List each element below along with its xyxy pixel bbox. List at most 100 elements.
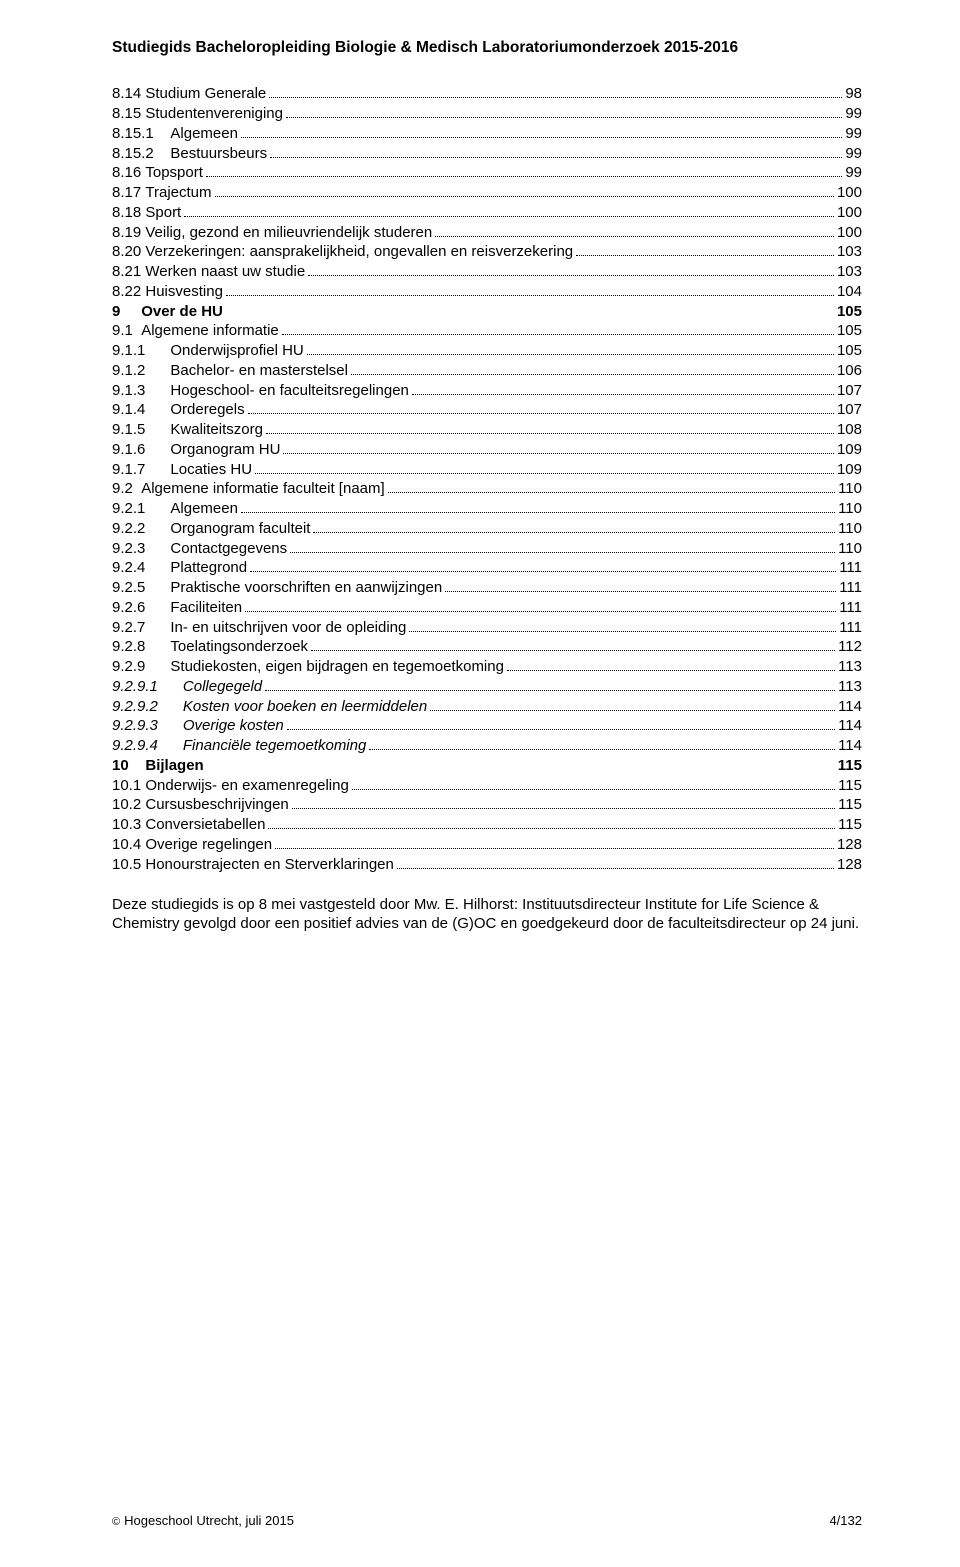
toc-page: 100 [837,224,862,243]
toc-page: 109 [837,441,862,460]
toc-label: Faciliteiten [170,599,242,618]
toc-number: 9.1.4 [112,401,145,420]
toc-page: 98 [845,85,862,104]
toc-entry: 9.1.3 Hogeschool- en faculteitsregelinge… [112,382,862,401]
toc-number: 10.4 [112,836,141,855]
toc-label: Hogeschool- en faculteitsregelingen [170,382,408,401]
toc-entry: 9.2.1 Algemeen110 [112,500,862,519]
toc-label: Algemeen [170,125,238,144]
toc-label: Algemeen [170,500,238,519]
toc-entry: 9.1.6 Organogram HU109 [112,441,862,460]
toc-number: 10.5 [112,856,141,875]
toc-label: Studiekosten, eigen bijdragen en tegemoe… [170,658,504,677]
toc-entry: 9.2.7 In- en uitschrijven voor de opleid… [112,619,862,638]
toc-label: Bachelor- en masterstelsel [170,362,348,381]
toc-page: 128 [837,856,862,875]
toc-page: 115 [838,777,862,796]
toc-number: 9.2.8 [112,638,145,657]
toc-page: 104 [837,283,862,302]
closing-paragraph: Deze studiegids is op 8 mei vastgesteld … [112,896,862,934]
toc-page: 114 [838,737,862,756]
toc-number: 9.2.7 [112,619,145,638]
toc-page: 110 [838,540,862,559]
toc-label: Verzekeringen: aansprakelijkheid, ongeva… [145,243,573,262]
toc-label: Werken naast uw studie [145,263,305,282]
toc-number: 9.2.9.1 [112,678,158,697]
copyright: © Hogeschool Utrecht, juli 2015 [112,1513,294,1529]
toc-page: 113 [838,658,862,677]
toc-entry: 8.22 Huisvesting104 [112,283,862,302]
toc-entry: 9.1 Algemene informatie105 [112,322,862,341]
toc-entry: 10 Bijlagen 115 [112,757,862,776]
toc-label: Cursusbeschrijvingen [145,796,288,815]
toc-entry: 9.2.9.4 Financiële tegemoetkoming114 [112,737,862,756]
toc-entry: 9.1.7 Locaties HU109 [112,461,862,480]
toc-page: 108 [837,421,862,440]
toc-number: 9.1.5 [112,421,145,440]
toc-label: Studium Generale [145,85,266,104]
toc-number: 9.1 [112,322,133,341]
toc-label: Organogram HU [170,441,280,460]
toc-label: Over de HU [141,303,223,322]
toc-entry: 8.21 Werken naast uw studie103 [112,263,862,282]
toc-page: 115 [838,816,862,835]
toc-entry: 8.14 Studium Generale 98 [112,85,862,104]
toc-page: 114 [838,698,862,717]
toc-number: 9.1.2 [112,362,145,381]
toc-label: Algemene informatie faculteit [naam] [141,480,384,499]
toc-label: Veilig, gezond en milieuvriendelijk stud… [145,224,432,243]
toc-number: 8.22 [112,283,141,302]
toc-page: 105 [837,342,862,361]
toc-number: 9.2.4 [112,559,145,578]
toc-label: Kwaliteitszorg [170,421,263,440]
toc-number: 10 [112,757,129,776]
toc-number: 9.2.9.2 [112,698,158,717]
toc-page: 109 [837,461,862,480]
toc-label: Bijlagen [145,757,203,776]
toc-label: Honourstrajecten en Sterverklaringen [145,856,393,875]
toc-label: Trajectum [145,184,211,203]
toc-number: 9.2.2 [112,520,145,539]
toc-page: 99 [845,125,862,144]
toc-number: 9 [112,303,120,322]
toc-label: Financiële tegemoetkoming [183,737,366,756]
toc-page: 128 [837,836,862,855]
toc-number: 8.18 [112,204,141,223]
toc-label: Praktische voorschriften en aanwijzingen [170,579,442,598]
toc-page: 99 [845,145,862,164]
toc-entry: 8.16 Topsport99 [112,164,862,183]
toc-entry: 8.15.1 Algemeen 99 [112,125,862,144]
toc-number: 10.1 [112,777,141,796]
toc-number: 8.15.1 [112,125,154,144]
copyright-icon: © [112,1516,120,1530]
toc-label: Overige kosten [183,717,284,736]
toc-entry: 8.20 Verzekeringen: aansprakelijkheid, o… [112,243,862,262]
toc-number: 8.21 [112,263,141,282]
toc-page: 105 [837,303,862,322]
toc-entry: 10.5 Honourstrajecten en Sterverklaringe… [112,856,862,875]
toc-label: Toelatingsonderzoek [170,638,308,657]
toc-page: 107 [837,382,862,401]
toc-label: Orderegels [170,401,244,420]
toc-entry: 8.15.2 Bestuursbeurs99 [112,145,862,164]
toc-entry: 9.2.2 Organogram faculteit110 [112,520,862,539]
toc-entry: 9.2.9 Studiekosten, eigen bijdragen en t… [112,658,862,677]
toc-number: 9.2.5 [112,579,145,598]
page: Studiegids Bacheloropleiding Biologie & … [0,0,960,1567]
toc-number: 8.14 [112,85,141,104]
toc-label: Onderwijs- en examenregeling [145,777,348,796]
toc-page: 105 [837,322,862,341]
toc-label: Onderwijsprofiel HU [170,342,303,361]
copyright-text: Hogeschool Utrecht, juli 2015 [124,1513,294,1529]
toc-page: 115 [838,757,862,776]
toc-label: Collegegeld [183,678,262,697]
toc-entry: 9.2.4 Plattegrond111 [112,559,862,578]
toc-page: 100 [837,204,862,223]
toc-number: 9.2.6 [112,599,145,618]
toc-number: 8.15 [112,105,141,124]
toc-number: 8.20 [112,243,141,262]
toc-label: Studentenvereniging [145,105,283,124]
toc-label: Plattegrond [170,559,247,578]
toc-label: Locaties HU [170,461,252,480]
toc-label: Organogram faculteit [170,520,310,539]
